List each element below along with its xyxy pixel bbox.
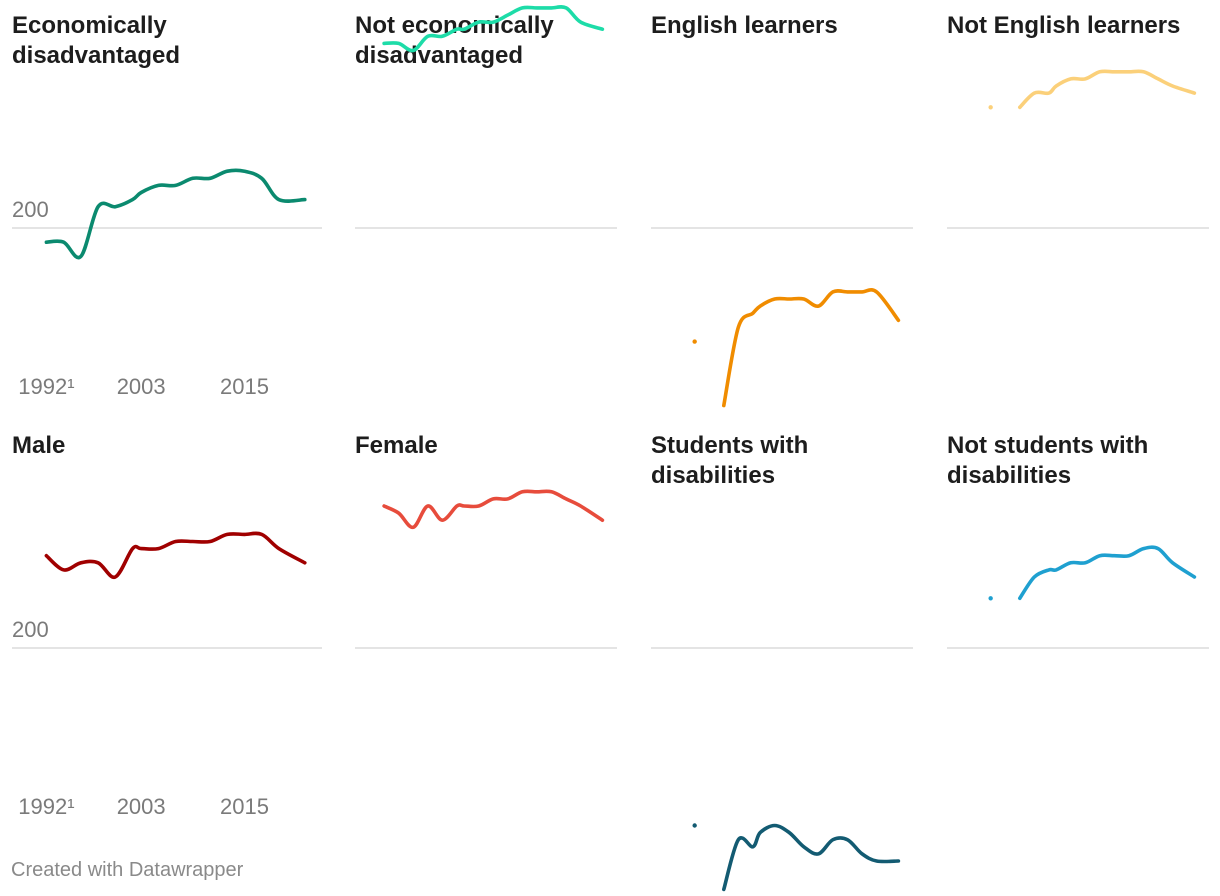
data-point-english-learners	[692, 339, 697, 344]
x-tick-label: 1992¹	[18, 374, 74, 399]
panel-not-economically-disadvantaged: Not economically disadvantaged	[355, 5, 617, 229]
series-line-students-with-disabilities	[722, 823, 901, 892]
datawrapper-credit: Created with Datawrapper	[11, 859, 244, 881]
panel-title: Students with disabilities	[651, 432, 808, 489]
data-point-not-students-with-disabilities	[988, 596, 993, 601]
series-line-male	[44, 531, 307, 579]
panel-english-learners: English learners	[651, 12, 913, 408]
panel-economically-disadvantaged: Economically disadvantaged 200 1992¹ 2003 201…	[12, 12, 322, 399]
panel-title: Not students with disabilities	[947, 432, 1148, 489]
series-line-not-economically-disadvantaged	[382, 5, 605, 53]
panel-title: Economically disadvantaged	[12, 12, 180, 69]
series-line-female	[382, 489, 605, 530]
panel-not-students-with-disabilities: Not students with disabilities	[947, 432, 1209, 649]
panel-female: Female	[355, 432, 617, 649]
series-line-english-learners	[722, 288, 901, 408]
panel-title: Female	[355, 432, 438, 459]
x-tick-label: 2003	[117, 374, 166, 399]
x-tick-label: 2003	[117, 794, 166, 819]
data-point-students-with-disabilities	[692, 823, 697, 828]
panel-title: English learners	[651, 12, 838, 39]
series-line-not-students-with-disabilities	[1018, 545, 1197, 601]
x-tick-label: 2015	[220, 794, 269, 819]
panel-title: Not English learners	[947, 12, 1180, 39]
y-tick-label: 200	[12, 197, 49, 222]
x-tick-label: 2015	[220, 374, 269, 399]
series-line-economically-disadvantaged	[44, 168, 307, 260]
panel-title: Not economically disadvantaged	[355, 12, 554, 69]
data-point-not-english-learners	[988, 105, 993, 110]
panel-title: Male	[12, 432, 65, 459]
panel-not-english-learners: Not English learners	[947, 12, 1209, 229]
y-tick-label: 200	[12, 617, 49, 642]
x-tick-label: 1992¹	[18, 794, 74, 819]
panel-male: Male 200 1992¹ 2003 2015	[12, 432, 322, 819]
series-line-not-english-learners	[1018, 69, 1197, 110]
panel-students-with-disabilities: Students with disabilities	[651, 432, 913, 892]
